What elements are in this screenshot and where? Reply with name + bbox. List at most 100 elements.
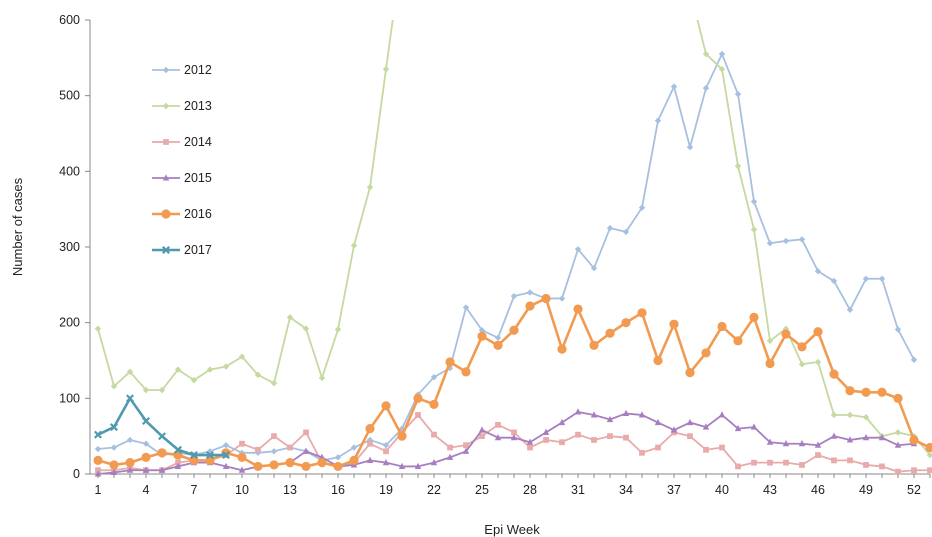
data-point — [414, 462, 422, 469]
x-tick-label: 1 — [95, 483, 102, 497]
data-point — [141, 452, 151, 462]
x-axis-title: Epi Week — [484, 522, 540, 537]
data-point — [686, 143, 694, 151]
series-2017 — [94, 394, 230, 460]
data-point — [238, 466, 246, 473]
data-point — [798, 361, 806, 368]
data-point — [687, 433, 693, 440]
data-point — [510, 433, 518, 441]
data-point — [174, 366, 182, 373]
data-point — [174, 445, 182, 454]
legend-item: 2013 — [152, 99, 212, 113]
data-point — [334, 326, 342, 333]
data-point — [397, 431, 407, 441]
legend-label: 2013 — [184, 99, 212, 113]
data-point — [126, 368, 134, 376]
data-point — [749, 312, 759, 322]
legend-label: 2017 — [184, 243, 212, 257]
data-point — [813, 327, 823, 337]
data-point — [527, 444, 533, 451]
data-point — [222, 363, 230, 370]
data-point — [607, 433, 613, 440]
data-point — [719, 444, 725, 451]
data-point — [110, 444, 118, 451]
series-line — [97, 20, 394, 391]
data-point — [94, 325, 102, 332]
legend-marker — [162, 66, 170, 74]
data-point — [543, 437, 549, 443]
data-point — [734, 424, 742, 432]
data-point — [927, 467, 932, 474]
data-point — [638, 204, 646, 211]
data-point — [925, 442, 932, 453]
data-point — [558, 418, 566, 426]
data-point — [590, 264, 598, 272]
data-point — [382, 442, 390, 449]
y-tick-label: 0 — [73, 467, 80, 481]
data-point — [477, 331, 487, 341]
data-point — [270, 380, 278, 387]
data-point — [157, 448, 167, 458]
data-point — [606, 224, 614, 232]
data-point — [542, 428, 550, 435]
data-point — [413, 393, 423, 403]
data-point — [766, 438, 774, 445]
data-point — [734, 90, 742, 98]
data-point — [622, 228, 630, 236]
x-tick-label: 43 — [763, 483, 777, 497]
data-point — [509, 325, 519, 335]
data-point — [766, 240, 774, 247]
data-point — [623, 434, 629, 441]
data-point — [302, 325, 310, 332]
data-point — [750, 198, 758, 205]
data-point — [317, 458, 327, 468]
data-point — [750, 423, 758, 430]
data-point — [206, 448, 214, 455]
data-point — [717, 321, 727, 332]
series-2012 — [94, 50, 918, 464]
data-point — [798, 440, 806, 447]
axes — [89, 20, 930, 475]
series-2015 — [94, 408, 918, 477]
data-point — [478, 426, 486, 433]
data-point — [271, 433, 277, 440]
data-point — [526, 289, 534, 296]
legend-marker — [162, 102, 170, 110]
data-point — [383, 448, 389, 455]
data-point — [845, 386, 855, 396]
data-point — [333, 461, 343, 472]
data-point — [733, 336, 743, 346]
data-point — [653, 355, 663, 366]
data-point — [463, 442, 469, 449]
data-point — [670, 426, 678, 433]
data-point — [862, 433, 870, 441]
data-point — [254, 371, 262, 379]
legend-label: 2016 — [184, 207, 212, 221]
series-line — [696, 20, 931, 456]
data-point — [429, 399, 439, 409]
data-point — [238, 353, 246, 360]
data-point — [734, 162, 742, 170]
legend-item: 2014 — [152, 135, 212, 149]
data-point — [510, 292, 518, 300]
legend-label: 2015 — [184, 171, 212, 185]
data-point — [526, 438, 534, 445]
data-point — [910, 356, 918, 363]
data-point — [909, 435, 919, 445]
legend-marker — [162, 246, 170, 254]
data-point — [575, 431, 581, 438]
data-point — [287, 444, 293, 451]
legend: 2012 2013 2014 2015 2016 2017 — [152, 63, 212, 257]
data-point — [815, 452, 821, 458]
data-point — [494, 433, 502, 441]
data-point — [446, 453, 454, 460]
data-point — [367, 440, 373, 447]
data-point — [622, 409, 630, 417]
x-tick-label: 13 — [283, 483, 297, 497]
x-tick-label: 28 — [523, 483, 537, 497]
data-point — [606, 415, 614, 423]
data-point — [781, 329, 791, 339]
data-point — [541, 293, 551, 304]
data-point — [158, 386, 166, 394]
